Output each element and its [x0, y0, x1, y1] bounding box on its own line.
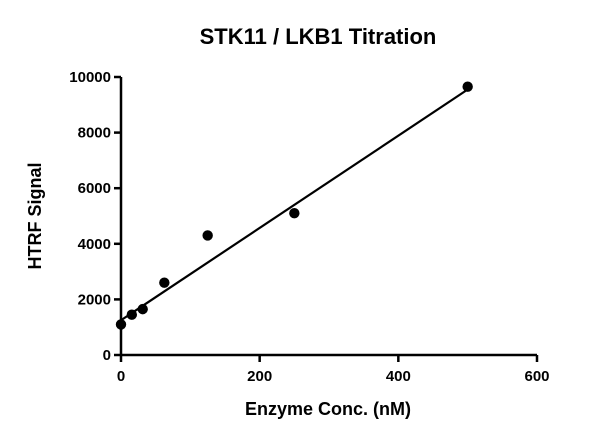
data-point	[126, 309, 138, 320]
chart-title: STK11 / LKB1 Titration	[200, 24, 437, 49]
x-tick-label: 0	[117, 368, 125, 385]
x-tick-label: 400	[386, 368, 411, 385]
data-points	[115, 81, 473, 330]
y-tick-label: 6000	[78, 180, 111, 197]
x-tick-label: 600	[524, 368, 549, 385]
data-point	[462, 81, 473, 92]
y-tick-label: 4000	[78, 236, 111, 253]
fit-line-group	[120, 88, 469, 322]
fit-line	[120, 88, 469, 322]
y-tick-label: 0	[103, 347, 111, 364]
data-point	[115, 319, 127, 330]
data-point	[159, 277, 170, 288]
y-axis-label: HTRF Signal	[25, 163, 45, 270]
y-tick-label: 2000	[78, 291, 111, 308]
y-tick-label: 10000	[69, 69, 111, 86]
axes	[119, 77, 537, 357]
x-axis-ticks: 0 200 400 600	[117, 355, 550, 385]
x-tick-label: 200	[247, 368, 272, 385]
y-axis-ticks: 0 2000 4000 6000 8000 10000	[69, 69, 121, 364]
y-tick-label: 8000	[78, 125, 111, 142]
x-axis-label: Enzyme Conc. (nM)	[245, 399, 411, 419]
data-point	[137, 303, 148, 315]
data-point	[202, 230, 213, 241]
data-point	[289, 208, 300, 219]
